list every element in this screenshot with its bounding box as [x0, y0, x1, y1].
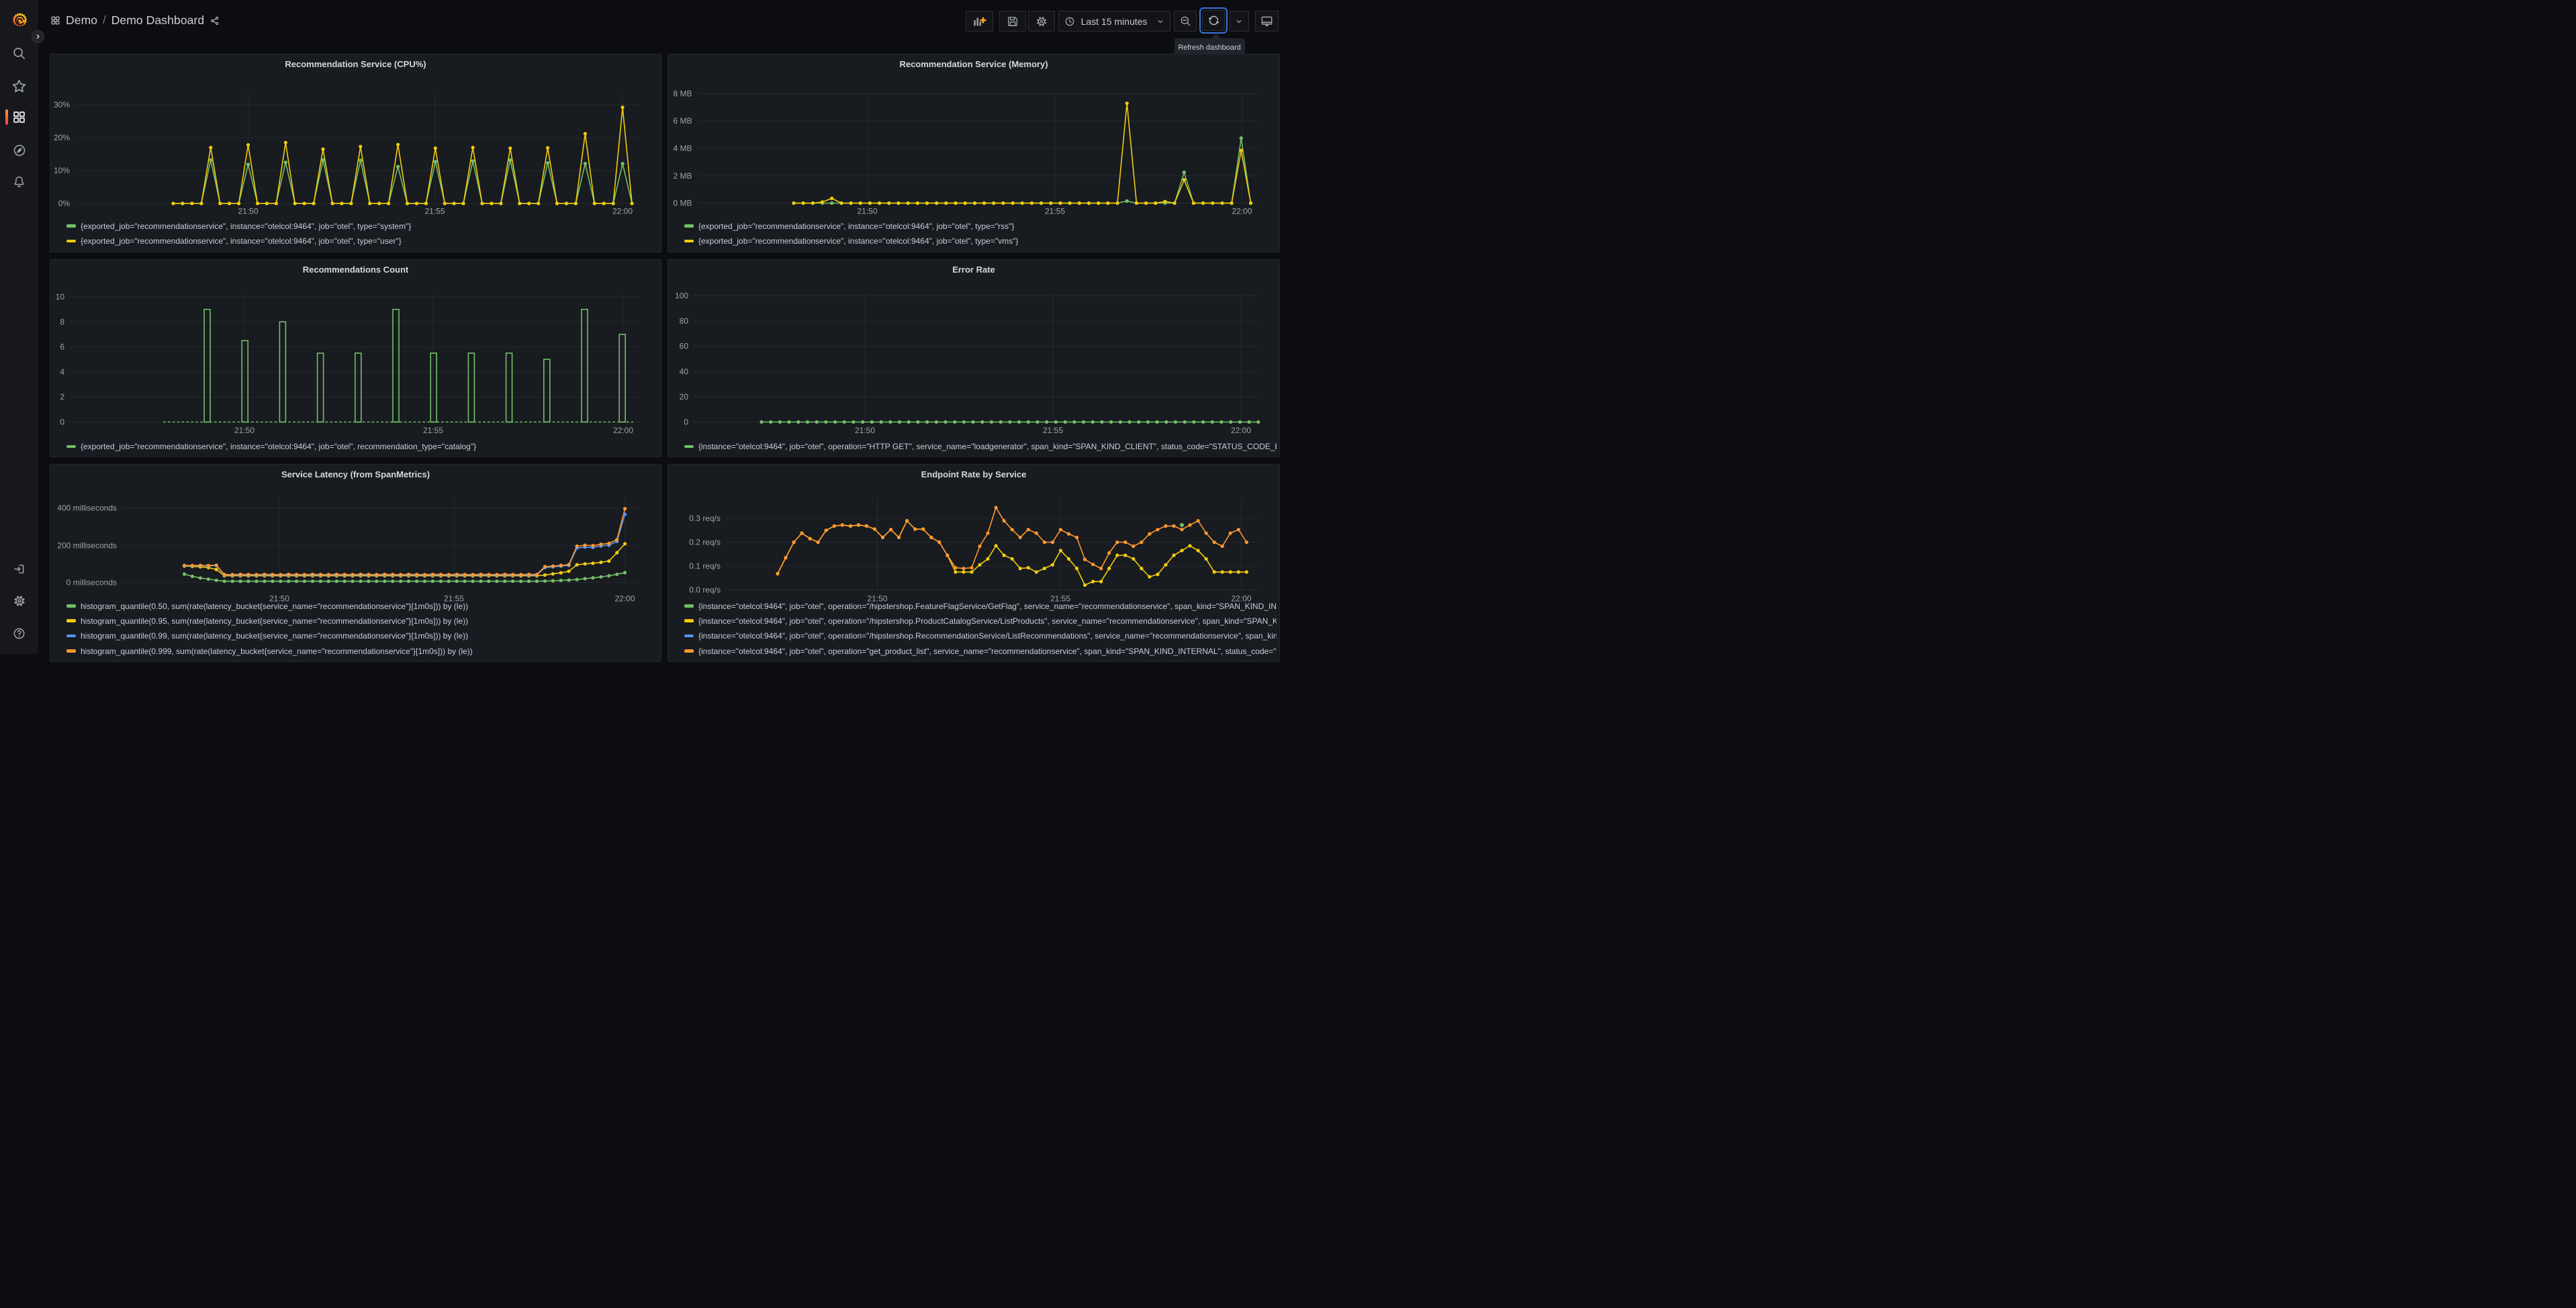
svg-text:100: 100 [675, 291, 688, 301]
svg-text:22:00: 22:00 [1232, 207, 1252, 216]
svg-text:10%: 10% [54, 166, 70, 175]
svg-text:0: 0 [60, 418, 64, 427]
svg-text:0.2 req/s: 0.2 req/s [689, 538, 721, 547]
svg-text:21:50: 21:50 [238, 207, 258, 216]
svg-text:21:55: 21:55 [1045, 207, 1065, 216]
svg-text:22:00: 22:00 [612, 207, 633, 216]
svg-text:21:50: 21:50 [857, 207, 877, 216]
svg-text:0: 0 [684, 418, 688, 427]
svg-text:22:00: 22:00 [1231, 426, 1251, 435]
svg-text:21:50: 21:50 [234, 426, 255, 435]
svg-text:21:55: 21:55 [1050, 594, 1070, 604]
svg-text:22:00: 22:00 [1231, 594, 1251, 604]
svg-text:21:55: 21:55 [423, 426, 443, 435]
svg-text:2: 2 [60, 392, 64, 402]
svg-text:0%: 0% [58, 199, 71, 208]
svg-text:4 MB: 4 MB [673, 144, 692, 153]
svg-text:22:00: 22:00 [614, 594, 635, 604]
svg-text:21:50: 21:50 [867, 594, 887, 604]
svg-text:0 MB: 0 MB [673, 199, 692, 208]
svg-text:8 MB: 8 MB [673, 89, 692, 99]
svg-text:21:55: 21:55 [424, 207, 445, 216]
svg-text:400 milliseconds: 400 milliseconds [57, 504, 117, 513]
svg-text:22:00: 22:00 [613, 426, 633, 435]
svg-text:4: 4 [60, 367, 64, 377]
svg-text:21:50: 21:50 [855, 426, 875, 435]
svg-text:6: 6 [60, 342, 64, 352]
svg-text:21:55: 21:55 [444, 594, 464, 604]
svg-text:0.0 req/s: 0.0 req/s [689, 586, 721, 595]
svg-text:60: 60 [680, 342, 689, 351]
svg-text:200 milliseconds: 200 milliseconds [57, 541, 117, 551]
svg-text:20%: 20% [54, 133, 70, 142]
svg-text:2 MB: 2 MB [673, 171, 692, 181]
svg-text:21:55: 21:55 [1043, 426, 1063, 435]
svg-text:0.3 req/s: 0.3 req/s [689, 514, 721, 523]
svg-text:10: 10 [56, 292, 65, 301]
svg-text:80: 80 [680, 316, 689, 326]
svg-text:6 MB: 6 MB [673, 116, 692, 126]
svg-text:8: 8 [60, 317, 64, 326]
svg-text:20: 20 [680, 392, 689, 402]
svg-text:0 milliseconds: 0 milliseconds [66, 578, 117, 588]
svg-text:40: 40 [680, 367, 689, 376]
svg-text:0.1 req/s: 0.1 req/s [689, 561, 721, 571]
svg-text:21:50: 21:50 [269, 594, 289, 604]
svg-text:30%: 30% [54, 100, 70, 109]
